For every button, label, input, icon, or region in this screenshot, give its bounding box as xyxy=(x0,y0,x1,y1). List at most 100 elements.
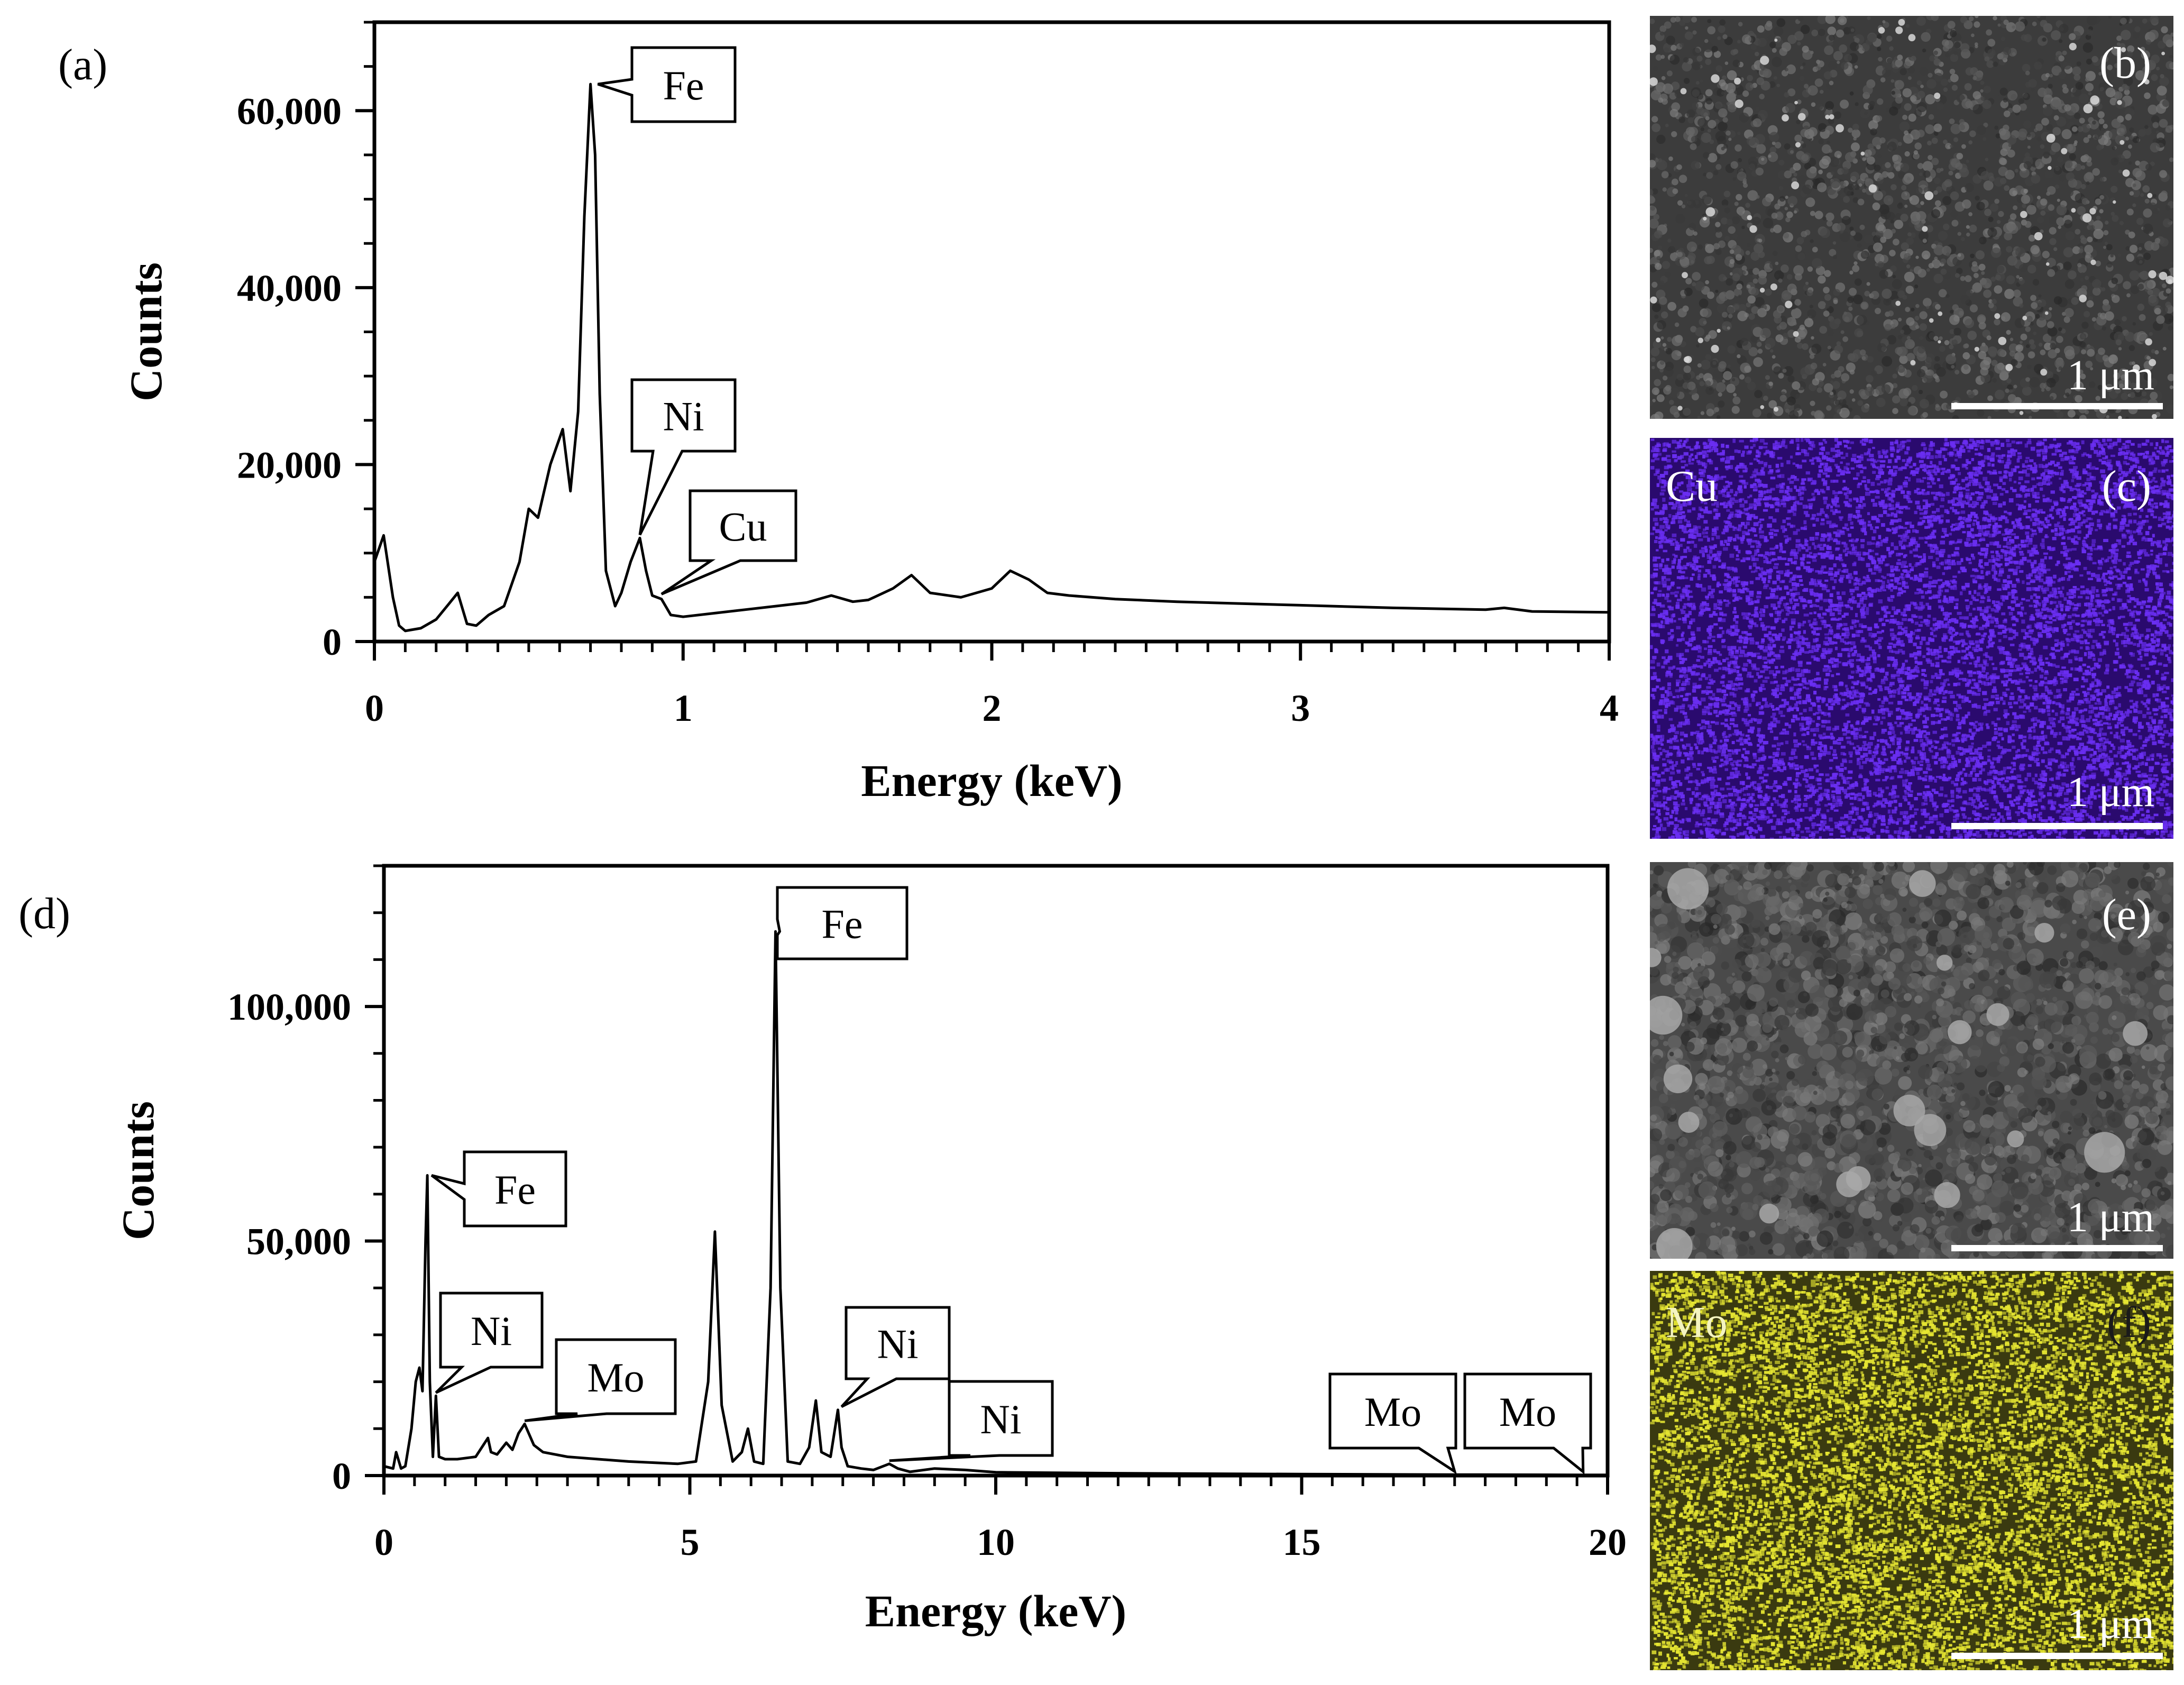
annotation-callout xyxy=(430,1150,567,1228)
map-speck xyxy=(1854,828,1859,832)
sem-grain xyxy=(1840,230,1844,234)
sem-grain xyxy=(1708,120,1717,129)
sem-grain xyxy=(2107,65,2113,70)
sem-grain xyxy=(1994,318,2001,326)
sem-grain xyxy=(1910,95,1917,102)
sem-grain xyxy=(1901,185,1907,191)
map-speck xyxy=(2027,488,2032,492)
sem-grain xyxy=(2001,312,2011,322)
sem-grain xyxy=(1789,410,1799,419)
sem-grain xyxy=(1841,216,1851,225)
sem-grain xyxy=(1931,158,1939,166)
sem-grain xyxy=(1799,324,1805,331)
sem-grain xyxy=(1901,242,1909,251)
map-speck xyxy=(1764,490,1768,493)
sem-grain xyxy=(2041,117,2049,126)
sem-grain xyxy=(1778,306,1784,312)
spectrum-line-a xyxy=(373,83,1610,633)
map-speck xyxy=(1654,539,1658,543)
map-speck xyxy=(1996,744,2001,747)
sem-grain xyxy=(1811,343,1822,354)
map-speck xyxy=(2112,494,2117,499)
map-speck xyxy=(1701,750,1704,755)
map-speck xyxy=(1735,584,1739,587)
sem-grain xyxy=(2063,345,2075,356)
sem-grain xyxy=(2056,116,2067,127)
sem-grain xyxy=(1949,30,1957,38)
map-speck xyxy=(1799,722,1804,727)
sem-grain xyxy=(1882,356,1893,367)
sem-grain xyxy=(1682,16,1692,23)
map-speck xyxy=(1961,777,1964,781)
sem-grain xyxy=(2139,272,2145,278)
map-speck xyxy=(1750,835,1753,839)
sem-grain xyxy=(1940,78,1948,86)
x-tick-label: 5 xyxy=(681,1521,700,1563)
map-speck xyxy=(1992,518,1996,523)
map-speck xyxy=(2105,833,2110,837)
sem-grain xyxy=(2084,311,2090,318)
sem-grain xyxy=(1827,345,1831,350)
map-speck xyxy=(1824,682,1828,685)
sem-grain xyxy=(1654,250,1660,257)
sem-grain xyxy=(1847,184,1855,190)
map-speck xyxy=(1864,611,1869,615)
sem-grain xyxy=(1880,77,1886,83)
sem-grain xyxy=(2079,117,2085,124)
sem-grain xyxy=(1737,131,1741,135)
sem-grain xyxy=(1847,296,1854,304)
sem-grain xyxy=(2048,84,2053,89)
sem-grain xyxy=(2007,394,2016,402)
sem-grain xyxy=(1933,190,1938,195)
sem-grain xyxy=(1906,336,1911,340)
sem-grain xyxy=(1919,231,1929,241)
sem-bright-particle xyxy=(1785,300,1793,308)
sem-grain xyxy=(1757,25,1765,33)
map-speck xyxy=(1960,448,1966,453)
sem-grain xyxy=(1786,274,1793,280)
map-speck xyxy=(1746,776,1751,780)
sem-grain xyxy=(1873,242,1883,252)
sem-grain xyxy=(1979,344,1988,353)
map-speck xyxy=(2132,464,2137,468)
sem-grain xyxy=(2128,161,2132,165)
sem-grain xyxy=(2087,349,2095,357)
map-speck xyxy=(1687,597,1690,601)
map-speck xyxy=(1713,607,1718,610)
sem-grain xyxy=(2132,31,2140,39)
map-speck xyxy=(1953,783,1958,785)
sem-grain xyxy=(1731,378,1736,382)
map-speck xyxy=(2158,598,2162,603)
sem-grain xyxy=(1652,399,1656,402)
map-speck xyxy=(1652,695,1656,700)
sem-grain xyxy=(1951,219,1959,227)
map-speck xyxy=(1754,613,1759,618)
sem-grain xyxy=(2052,127,2061,136)
map-speck xyxy=(2091,681,2095,685)
map-speck xyxy=(1764,536,1767,539)
sem-grain xyxy=(1954,41,1961,49)
sem-grain xyxy=(1737,310,1748,322)
map-speck xyxy=(2002,454,2006,457)
sem-grain xyxy=(2156,315,2165,324)
sem-grain xyxy=(1958,253,1961,257)
map-speck xyxy=(1997,740,2000,744)
sem-grain xyxy=(2026,316,2033,322)
sem-grain xyxy=(1923,298,1932,307)
sem-grain xyxy=(1973,272,1979,278)
map-speck xyxy=(1894,580,1899,583)
sem-grain xyxy=(2154,308,2161,315)
map-speck xyxy=(1717,801,1722,805)
map-speck xyxy=(1791,800,1794,803)
map-speck xyxy=(2094,831,2098,835)
sem-grain xyxy=(1801,108,1806,113)
map-speck xyxy=(1985,655,1990,658)
sem-grain xyxy=(2148,30,2159,40)
map-speck xyxy=(2041,770,2045,774)
map-speck xyxy=(1940,624,1944,628)
map-speck xyxy=(1764,634,1769,637)
sem-grain xyxy=(1986,29,1992,36)
sem-grain xyxy=(1773,224,1782,233)
map-speck xyxy=(1747,826,1752,830)
map-speck xyxy=(2157,450,2160,453)
